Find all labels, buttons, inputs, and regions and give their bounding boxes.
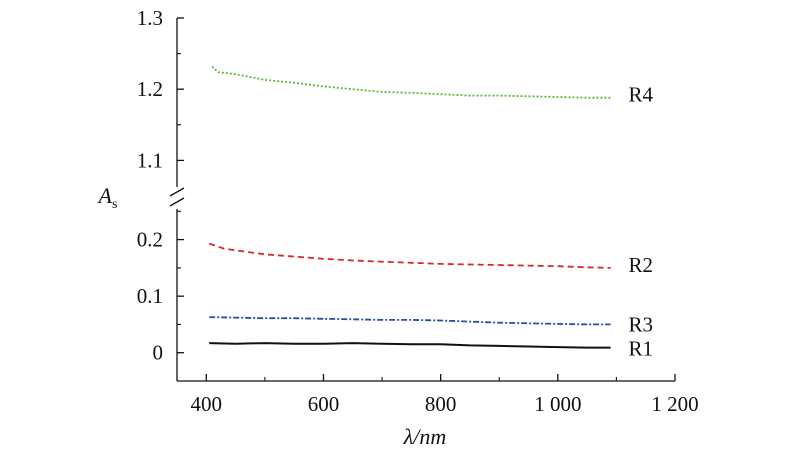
series-line-r2 bbox=[208, 242, 611, 269]
x-tick-label: 600 bbox=[308, 392, 340, 416]
series-label-r4: R4 bbox=[629, 83, 654, 107]
series-layer bbox=[208, 65, 611, 349]
x-tick-label: 400 bbox=[191, 392, 223, 416]
series-label-r3: R3 bbox=[629, 312, 654, 336]
ticks: 400 600 800 1 000 1 200 0 0.1 0.2 1.1 1.2 1.3 bbox=[137, 6, 699, 416]
y-tick-label: 1.1 bbox=[137, 148, 163, 172]
x-axis-title: λ/nm bbox=[403, 424, 447, 449]
series-label-r2: R2 bbox=[629, 253, 654, 277]
y-axis-title-sub: s bbox=[112, 197, 117, 212]
y-axis-title: As bbox=[97, 183, 118, 212]
axis-break-mark bbox=[169, 187, 185, 207]
axes bbox=[169, 18, 675, 382]
y-tick-label: 0.2 bbox=[137, 228, 163, 252]
y-tick-label: 1.3 bbox=[137, 6, 163, 30]
series-line-r1 bbox=[209, 342, 611, 349]
x-tick-label: 1 200 bbox=[651, 392, 698, 416]
y-tick-label: 0 bbox=[153, 341, 164, 365]
y-tick-label: 1.2 bbox=[137, 77, 163, 101]
y-tick-label: 0.1 bbox=[137, 284, 163, 308]
y-axis-title-main: A bbox=[97, 183, 113, 208]
x-tick-label: 800 bbox=[425, 392, 457, 416]
series-line-r4 bbox=[211, 65, 611, 99]
series-label-r1: R1 bbox=[629, 337, 654, 361]
series-line-r3 bbox=[209, 316, 611, 326]
x-tick-label: 1 000 bbox=[534, 392, 581, 416]
